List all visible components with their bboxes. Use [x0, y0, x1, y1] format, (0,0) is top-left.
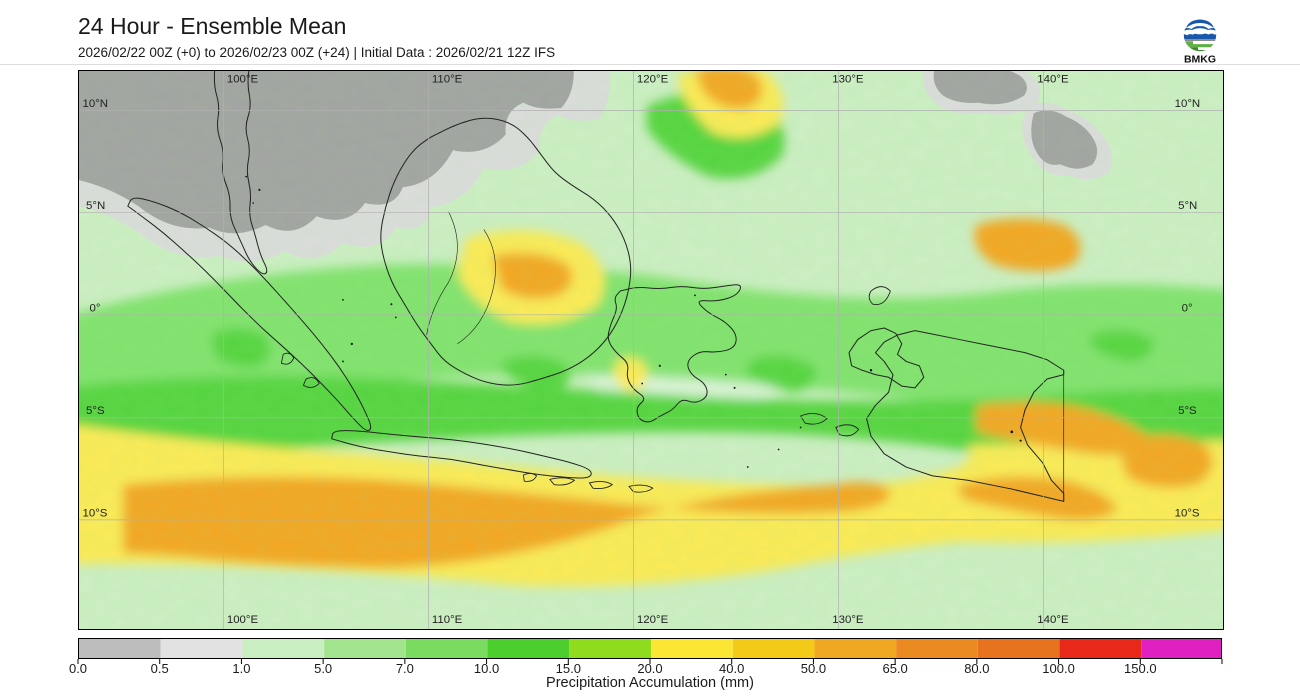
svg-text:110°E: 110°E — [432, 614, 463, 626]
svg-text:BMKG: BMKG — [1184, 54, 1216, 65]
svg-text:120°E: 120°E — [637, 614, 669, 626]
svg-text:100°E: 100°E — [227, 614, 259, 626]
svg-text:0°: 0° — [90, 302, 101, 314]
svg-text:1.0: 1.0 — [232, 661, 250, 676]
svg-text:110°E: 110°E — [432, 73, 463, 85]
svg-text:40.0: 40.0 — [719, 661, 744, 676]
svg-text:5°N: 5°N — [1178, 200, 1197, 212]
svg-text:50.0: 50.0 — [801, 661, 826, 676]
svg-text:7.0: 7.0 — [396, 661, 414, 676]
svg-text:130°E: 130°E — [832, 73, 864, 85]
svg-text:100°E: 100°E — [227, 73, 259, 85]
svg-text:5.0: 5.0 — [314, 661, 332, 676]
svg-text:140°E: 140°E — [1037, 614, 1069, 626]
svg-text:150.0: 150.0 — [1124, 661, 1157, 676]
svg-text:120°E: 120°E — [637, 73, 669, 85]
svg-text:5°S: 5°S — [86, 405, 105, 417]
svg-text:80.0: 80.0 — [964, 661, 989, 676]
svg-text:100.0: 100.0 — [1042, 661, 1075, 676]
svg-text:130°E: 130°E — [832, 614, 864, 626]
svg-text:10°N: 10°N — [83, 98, 109, 110]
svg-text:10.0: 10.0 — [474, 661, 499, 676]
svg-text:65.0: 65.0 — [882, 661, 907, 676]
svg-text:15.0: 15.0 — [556, 661, 581, 676]
svg-text:10°N: 10°N — [1175, 98, 1201, 110]
svg-text:5°N: 5°N — [86, 200, 105, 212]
svg-text:0.0: 0.0 — [69, 661, 87, 676]
svg-text:20.0: 20.0 — [637, 661, 662, 676]
svg-text:5°S: 5°S — [1178, 405, 1197, 417]
svg-text:140°E: 140°E — [1037, 73, 1069, 85]
svg-text:0°: 0° — [1182, 302, 1193, 314]
svg-text:10°S: 10°S — [1175, 507, 1200, 519]
svg-text:10°S: 10°S — [83, 507, 108, 519]
svg-text:0.5: 0.5 — [151, 661, 169, 676]
